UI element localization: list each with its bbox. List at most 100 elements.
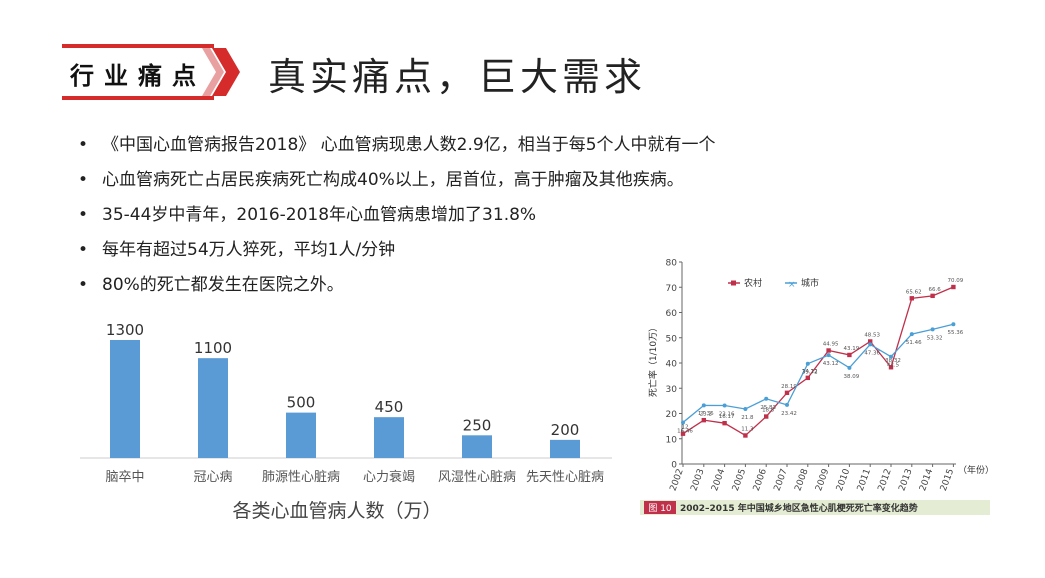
bar [374,417,404,458]
data-point [764,414,769,419]
series-line [682,286,954,437]
data-point [743,406,748,411]
data-label: 28.19 [781,384,797,390]
bullet-list: • 《中国心血管病报告2018》 心血管病现患人数2.9亿，相当于每5个人中就有一… [78,130,716,305]
data-point [909,296,914,301]
section-tag: 行业痛点 [70,62,206,90]
data-label: 48.53 [864,332,880,338]
data-point [805,361,810,366]
x-tick-label: 2003 [689,468,706,493]
bullet-text: 心血管病死亡占居民疾病死亡构成40%以上，居首位，高于肿瘤及其他疾病。 [102,170,684,190]
data-point [764,396,769,401]
y-tick-label: 80 [666,259,678,269]
caption-tag: 图 10 [648,503,672,514]
data-label: 11.3 [741,426,754,432]
data-label: 51.46 [906,340,922,346]
data-point [847,352,852,358]
data-label: 23.16 [719,412,735,418]
series-line [682,323,954,423]
caption-background [640,500,990,515]
y-tick-label: 60 [666,309,678,319]
bullet-item: • 心血管病死亡占居民疾病死亡构成40%以上，居首位，高于肿瘤及其他疾病。 [78,170,684,190]
data-point [826,348,831,353]
data-point [805,375,810,381]
data-label: 55.36 [948,330,964,336]
data-label: 42.5 [887,363,900,369]
bar-category-label: 冠心病 [193,470,232,485]
bullet-item: • 每年有超过54万人猝死，平均1人/分钟 [78,240,396,260]
x-tick-label: 2009 [814,467,831,492]
y-tick-label: 10 [666,435,678,445]
bar-value-label: 500 [287,394,316,412]
bar-category-label: 先天性心脏病 [526,470,604,485]
data-label: 70.09 [948,278,964,284]
bullet-text: 《中国心血管病报告2018》 心血管病现患人数2.9亿，相当于每5个人中就有一个 [102,135,716,155]
bar [110,340,140,458]
x-tick-label: 2002 [669,468,686,493]
data-point [888,365,894,370]
y-tick-label: 0 [671,461,677,471]
data-point [826,353,831,358]
legend: 农村 × 城市 [728,277,819,290]
bar-category-label: 脑卒中 [105,470,144,485]
bar-category-label: 风湿性心脏病 [438,470,516,485]
data-point [681,420,685,425]
legend-rural: 农村 [744,277,762,289]
legend-urban-marker: × [788,280,796,290]
x-tick-label: 2005 [731,468,748,493]
x-axis-label: （年份） [958,464,994,476]
bar-category-label: 心力衰竭 [363,469,415,485]
data-point [722,403,727,408]
caption-tag-background [644,501,676,514]
data-point [951,284,956,290]
data-label: 44.95 [823,342,839,348]
x-tick-label: 2007 [773,468,790,493]
x-tick-label: 2012 [877,468,894,493]
y-axis-label: 死亡率（1/10万） [647,323,659,397]
x-tick-label: 2010 [835,467,852,492]
data-point [868,339,873,344]
bullet-text: 每年有超过54万人猝死，平均1人/分钟 [102,240,396,260]
data-point [930,293,935,299]
data-label: 18.8 [762,408,775,414]
data-label: 16.46 [677,428,693,434]
data-point [701,417,706,423]
x-tick-label: 2013 [897,468,914,493]
data-label: 38.32 [885,358,901,364]
data-label: 17.36 [698,411,714,417]
y-tick-label: 20 [666,410,678,420]
bar [550,439,580,458]
y-tick-label: 30 [666,385,678,395]
data-label: 47.36 [864,350,880,356]
data-point [847,365,852,370]
data-point [785,402,789,407]
data-label: 53.32 [927,335,943,341]
data-point [680,431,686,436]
header-banner [62,44,240,100]
y-tick-label: 70 [666,284,678,294]
data-point [930,327,935,332]
data-label: 34.12 [802,369,818,375]
data-label: 66.6 [928,287,941,293]
data-label: 65.62 [906,289,922,295]
data-point [701,403,706,408]
x-tick-label: 2014 [918,467,935,492]
x-tick-label: 2015 [939,468,956,493]
data-point [868,342,873,347]
bullet-item: • 35-44岁中青年，2016-2018年心血管病患增加了31.8% [78,205,537,225]
data-label: 23.2 [700,411,712,417]
bar [198,358,228,458]
data-point [909,332,914,337]
data-label: 43.19 [844,346,860,352]
data-point [722,420,727,426]
y-tick-label: 50 [666,334,678,344]
legend-urban: 城市 [801,277,819,289]
data-label: 43.12 [823,361,839,367]
data-label: 21.8 [741,415,754,421]
bar-value-label: 200 [551,421,580,439]
bar-value-label: 450 [375,398,404,416]
page-title: 真实痛点，巨大需求 [268,55,647,99]
bar-value-label: 250 [463,416,492,434]
chart-caption: 2002–2015 年中国城乡地区急性心肌梗死死亡率变化趋势 [680,502,918,514]
